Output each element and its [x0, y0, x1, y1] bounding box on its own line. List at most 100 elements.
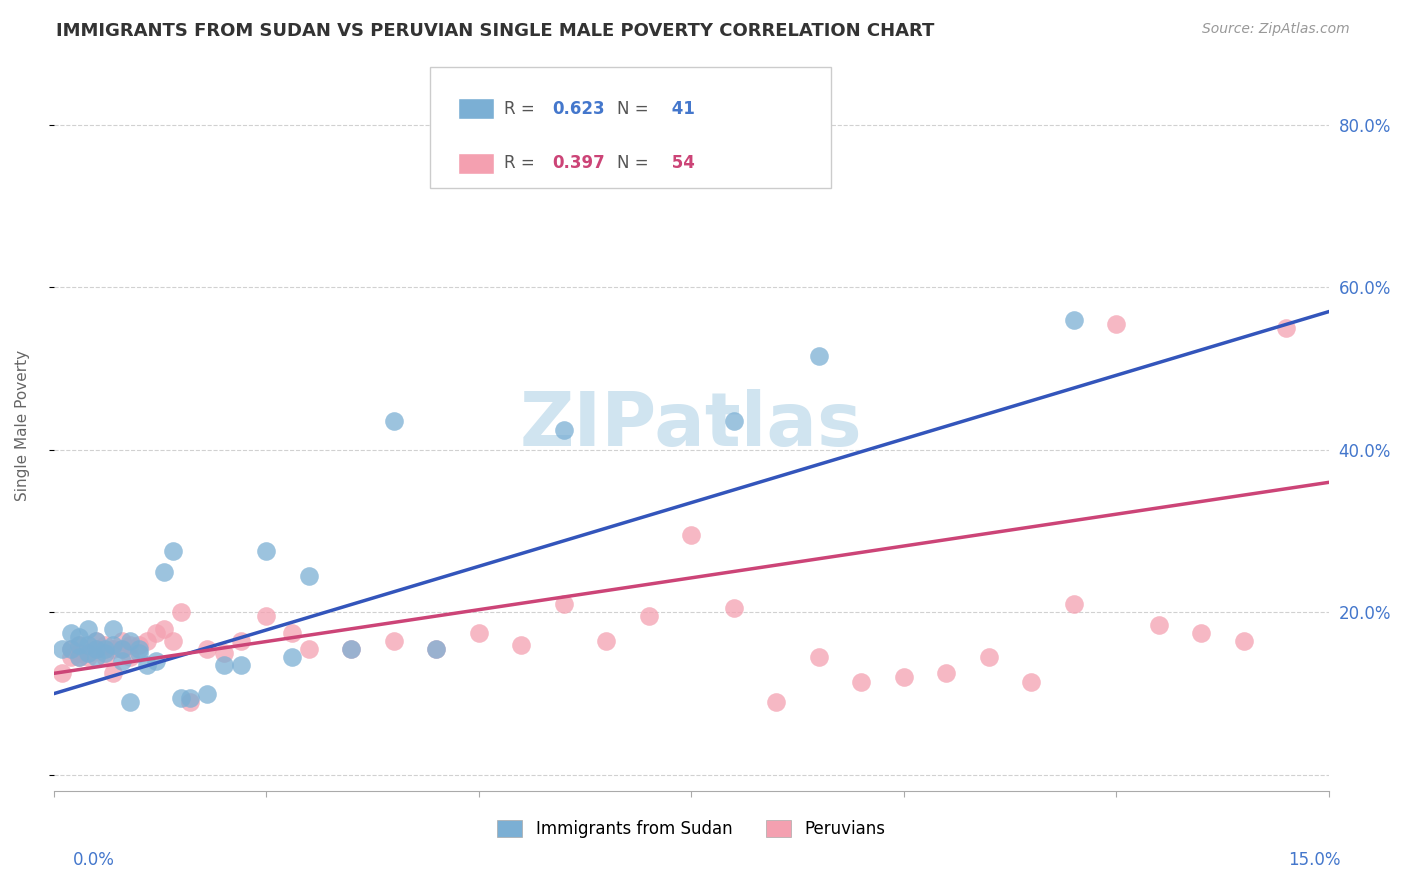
- FancyBboxPatch shape: [458, 153, 494, 174]
- Point: [145, 625, 167, 640]
- Point: [84, 642, 107, 657]
- Point: [1105, 317, 1128, 331]
- Point: [162, 544, 184, 558]
- Point: [136, 658, 159, 673]
- Text: 0.0%: 0.0%: [73, 851, 115, 869]
- Point: [1019, 674, 1042, 689]
- Text: 0.397: 0.397: [553, 154, 605, 172]
- Point: [893, 670, 915, 684]
- Text: R =: R =: [503, 100, 540, 118]
- Point: [1147, 617, 1170, 632]
- Point: [723, 601, 745, 615]
- Point: [510, 638, 533, 652]
- Point: [553, 597, 575, 611]
- Point: [637, 609, 659, 624]
- Point: [51, 666, 73, 681]
- Text: 54: 54: [665, 154, 695, 172]
- Point: [120, 633, 142, 648]
- Point: [145, 654, 167, 668]
- Point: [59, 642, 82, 657]
- Text: ZIPatlas: ZIPatlas: [520, 389, 862, 462]
- Point: [111, 642, 134, 657]
- Point: [51, 642, 73, 657]
- Point: [76, 638, 98, 652]
- Point: [195, 642, 218, 657]
- Point: [162, 633, 184, 648]
- Point: [136, 633, 159, 648]
- Text: R =: R =: [503, 154, 540, 172]
- Point: [851, 674, 873, 689]
- Point: [67, 638, 90, 652]
- Point: [280, 625, 302, 640]
- Point: [128, 646, 150, 660]
- Point: [212, 658, 235, 673]
- Point: [229, 633, 252, 648]
- Point: [298, 642, 321, 657]
- Point: [254, 544, 277, 558]
- Point: [340, 642, 363, 657]
- Point: [382, 633, 405, 648]
- Point: [93, 638, 115, 652]
- FancyBboxPatch shape: [458, 98, 494, 119]
- Text: 41: 41: [665, 100, 695, 118]
- Point: [101, 622, 124, 636]
- Point: [935, 666, 957, 681]
- Point: [977, 650, 1000, 665]
- Point: [553, 423, 575, 437]
- Point: [765, 695, 787, 709]
- Point: [76, 646, 98, 660]
- Point: [254, 609, 277, 624]
- Point: [76, 650, 98, 665]
- Point: [59, 625, 82, 640]
- Point: [807, 349, 830, 363]
- Point: [84, 633, 107, 648]
- Point: [84, 642, 107, 657]
- Point: [101, 642, 124, 657]
- Point: [120, 650, 142, 665]
- Point: [298, 569, 321, 583]
- Point: [195, 687, 218, 701]
- Point: [1063, 312, 1085, 326]
- Text: N =: N =: [617, 100, 654, 118]
- Point: [723, 414, 745, 428]
- Point: [170, 690, 193, 705]
- Point: [111, 633, 134, 648]
- Point: [76, 646, 98, 660]
- Point: [1275, 321, 1298, 335]
- Point: [93, 642, 115, 657]
- Point: [128, 642, 150, 657]
- Point: [170, 606, 193, 620]
- Point: [67, 638, 90, 652]
- Point: [84, 633, 107, 648]
- Legend: Immigrants from Sudan, Peruvians: Immigrants from Sudan, Peruvians: [491, 814, 891, 845]
- Point: [179, 695, 201, 709]
- Y-axis label: Single Male Poverty: Single Male Poverty: [15, 350, 30, 501]
- Point: [128, 638, 150, 652]
- Point: [67, 630, 90, 644]
- Point: [67, 646, 90, 660]
- Point: [120, 695, 142, 709]
- Point: [382, 414, 405, 428]
- Point: [120, 638, 142, 652]
- Point: [101, 638, 124, 652]
- Text: Source: ZipAtlas.com: Source: ZipAtlas.com: [1202, 22, 1350, 37]
- Point: [595, 633, 617, 648]
- Point: [179, 690, 201, 705]
- Point: [467, 625, 489, 640]
- Point: [425, 642, 447, 657]
- Point: [93, 650, 115, 665]
- Point: [111, 654, 134, 668]
- Point: [93, 646, 115, 660]
- Point: [212, 646, 235, 660]
- Point: [59, 642, 82, 657]
- FancyBboxPatch shape: [430, 67, 831, 187]
- Point: [101, 666, 124, 681]
- Point: [280, 650, 302, 665]
- Text: N =: N =: [617, 154, 654, 172]
- Text: 15.0%: 15.0%: [1288, 851, 1341, 869]
- Point: [153, 565, 176, 579]
- Point: [153, 622, 176, 636]
- Point: [1233, 633, 1256, 648]
- Point: [67, 650, 90, 665]
- Point: [340, 642, 363, 657]
